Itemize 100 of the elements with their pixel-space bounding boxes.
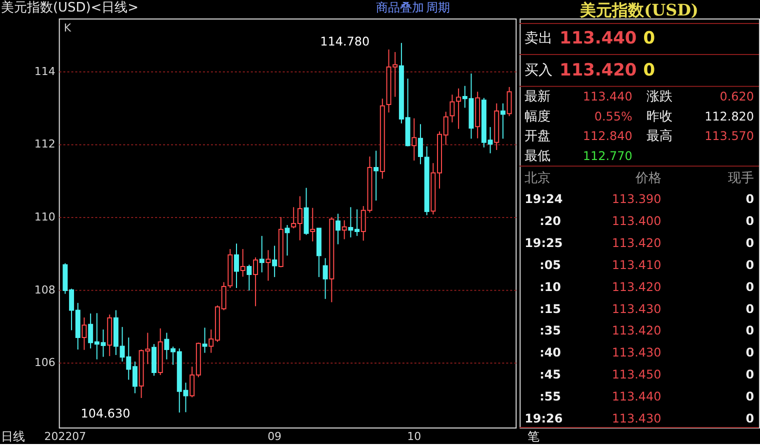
text: 0 — [746, 236, 754, 250]
candlestick — [304, 187, 309, 236]
y-tick-label: 110 — [34, 210, 56, 224]
text: 113.420 — [612, 280, 662, 294]
candlestick — [494, 102, 500, 150]
candlestick — [152, 344, 157, 376]
text: 最新 — [524, 89, 551, 104]
text: 113.430 — [612, 302, 662, 316]
text: 113.440 — [582, 89, 632, 104]
text: 0 — [746, 258, 754, 272]
annotation: 104.630 — [80, 406, 130, 420]
text: 113.430 — [612, 346, 662, 360]
text: 113.440 — [560, 27, 637, 48]
candlestick — [456, 88, 462, 130]
text: :10 — [540, 280, 561, 294]
candlestick — [342, 220, 347, 240]
text: 最低 — [524, 149, 551, 164]
text: 113.440 — [612, 390, 662, 404]
text: 0 — [746, 280, 754, 294]
candlestick — [374, 150, 379, 202]
annotation: 114.780 — [320, 34, 370, 48]
candlestick — [500, 102, 506, 140]
candlestick — [310, 207, 316, 242]
candlestick — [450, 94, 455, 123]
y-tick-label: 114 — [34, 64, 56, 78]
text: 0 — [746, 192, 754, 206]
text: 商品叠加 — [376, 0, 424, 15]
text: 0.55% — [594, 109, 632, 124]
text: 0 — [746, 324, 754, 338]
candlestick — [266, 250, 271, 282]
text: :20 — [540, 214, 561, 228]
text: 113.570 — [704, 129, 754, 144]
text: 0.620 — [720, 89, 754, 104]
chart-title: 美元指数(USD)<日线> — [0, 0, 138, 16]
candlestick — [107, 314, 112, 357]
text: 112.840 — [582, 129, 632, 144]
text: 19:24 — [524, 192, 563, 206]
text: :45 — [540, 368, 561, 382]
candlestick — [380, 98, 385, 180]
text: 0 — [746, 411, 754, 426]
text: 0 — [746, 346, 754, 360]
candlestick — [424, 146, 430, 216]
text: 0 — [746, 214, 754, 228]
x-tick-label: 202207 — [44, 430, 86, 443]
candlestick — [253, 256, 258, 307]
candlestick — [418, 124, 423, 165]
candlestick — [272, 245, 278, 278]
text: 113.450 — [612, 368, 662, 382]
text: 0 — [746, 368, 754, 382]
y-tick-label: 112 — [34, 138, 56, 151]
candlestick — [202, 327, 208, 354]
candlestick — [506, 86, 512, 117]
x-tick-label: 09 — [268, 430, 282, 443]
text: 日线 — [0, 429, 25, 444]
text: 113.400 — [612, 214, 662, 228]
candlestick — [329, 217, 334, 303]
text: 开盘 — [524, 129, 551, 144]
text: 0 — [643, 59, 656, 80]
candlestick — [234, 243, 239, 288]
text: 笔 — [528, 429, 540, 444]
text: 涨跌 — [646, 89, 672, 104]
text: 卖出 — [524, 30, 553, 46]
text: 113.420 — [612, 236, 662, 250]
text: 昨收 — [646, 109, 672, 124]
text: 112.820 — [704, 109, 754, 124]
text: 幅度 — [524, 108, 551, 124]
text: :55 — [540, 390, 561, 404]
text: 113.410 — [612, 258, 662, 272]
candlestick — [322, 258, 328, 300]
text: :05 — [540, 258, 561, 272]
text: 美元指数(USD) — [579, 0, 698, 20]
candlestick — [336, 213, 340, 245]
text: :40 — [540, 346, 561, 360]
text: 价格 — [634, 171, 662, 186]
text: 0 — [746, 390, 754, 404]
text: 19:25 — [524, 236, 563, 250]
candlestick — [158, 328, 163, 376]
candlestick — [240, 248, 246, 278]
y-tick-label: 106 — [34, 356, 56, 370]
text: 113.430 — [612, 411, 662, 426]
candlestick — [475, 91, 480, 139]
text: 0 — [643, 27, 656, 48]
text: :35 — [540, 324, 561, 338]
candlestick — [246, 264, 252, 292]
x-tick-label: 10 — [407, 430, 422, 443]
text: 113.390 — [612, 192, 662, 206]
y-tick-label: 108 — [34, 283, 56, 296]
text: 现手 — [728, 171, 754, 186]
text: 112.770 — [582, 149, 632, 164]
text: 113.420 — [560, 59, 637, 80]
candlestick — [412, 118, 417, 162]
annotation: K — [64, 22, 72, 34]
text: 0 — [746, 302, 754, 316]
candlestick — [259, 235, 264, 273]
text: :15 — [540, 302, 561, 316]
text: 最高 — [646, 128, 672, 144]
text: 113.420 — [612, 324, 662, 338]
candlestick — [82, 316, 87, 350]
text: 周期 — [426, 0, 450, 15]
text: 19:26 — [524, 411, 563, 426]
